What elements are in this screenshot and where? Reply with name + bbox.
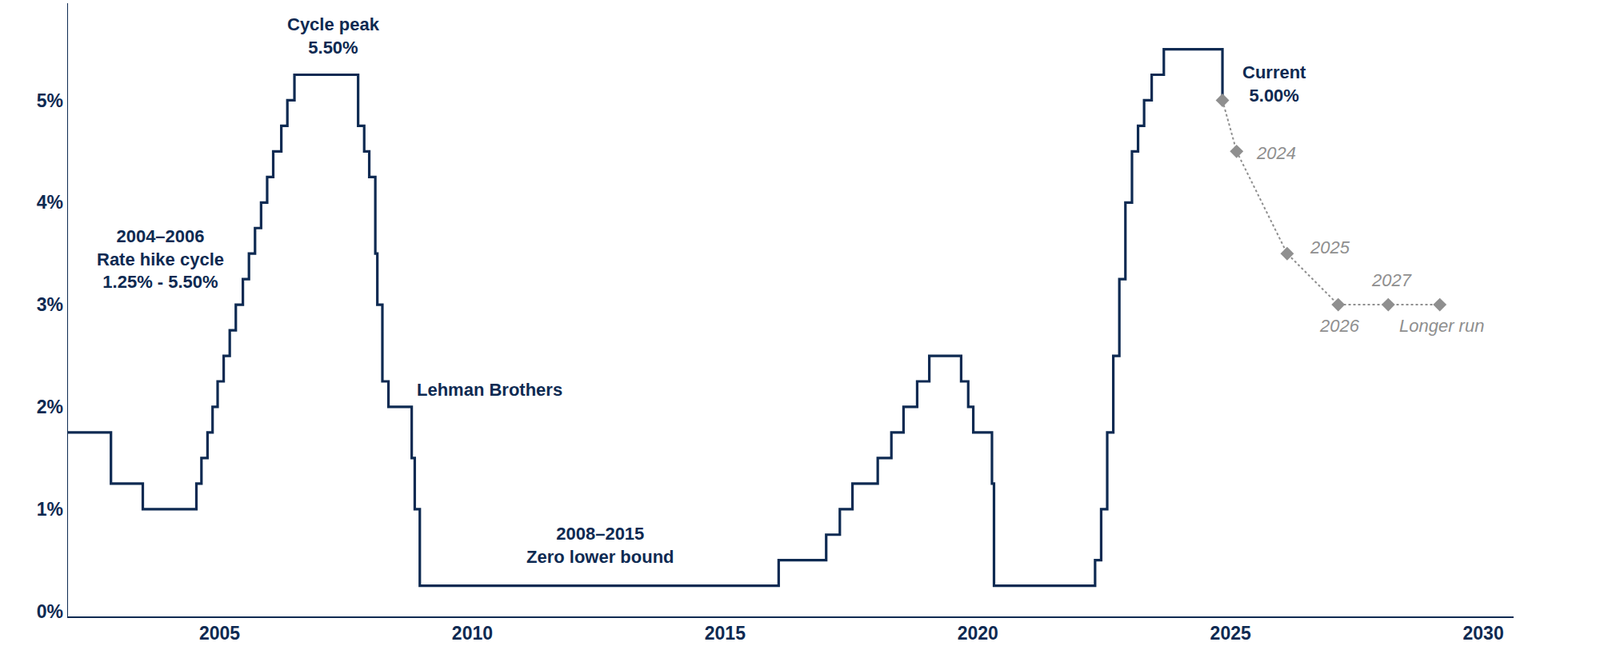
svg-text:2030: 2030 [1463,623,1504,644]
svg-text:2025: 2025 [1210,623,1252,644]
svg-text:2008–2015Zero lower bound: 2008–2015Zero lower bound [526,524,675,568]
svg-text:2027: 2027 [1371,270,1412,291]
svg-text:2005: 2005 [199,623,240,644]
svg-text:2026: 2026 [1319,316,1360,336]
svg-text:0%: 0% [36,601,64,623]
svg-text:2025: 2025 [1309,237,1351,258]
svg-text:2020: 2020 [957,623,999,644]
svg-text:1%: 1% [36,499,64,520]
svg-text:Lehman Brothers: Lehman Brothers [416,380,563,400]
svg-text:Longer run: Longer run [1399,316,1484,336]
svg-text:2%: 2% [36,396,64,418]
svg-text:2010: 2010 [452,623,493,644]
svg-text:2004–2006Rate hike cycle1.25%: 2004–2006Rate hike cycle1.25% - 5.50% [96,226,224,292]
svg-text:4%: 4% [36,192,64,213]
svg-text:Current5.00%: Current5.00% [1242,62,1307,106]
svg-text:5%: 5% [36,89,64,111]
svg-text:3%: 3% [36,294,64,316]
svg-text:2024: 2024 [1256,143,1296,164]
svg-text:Cycle peak5.50%: Cycle peak5.50% [287,14,380,58]
svg-text:2015: 2015 [704,623,746,644]
